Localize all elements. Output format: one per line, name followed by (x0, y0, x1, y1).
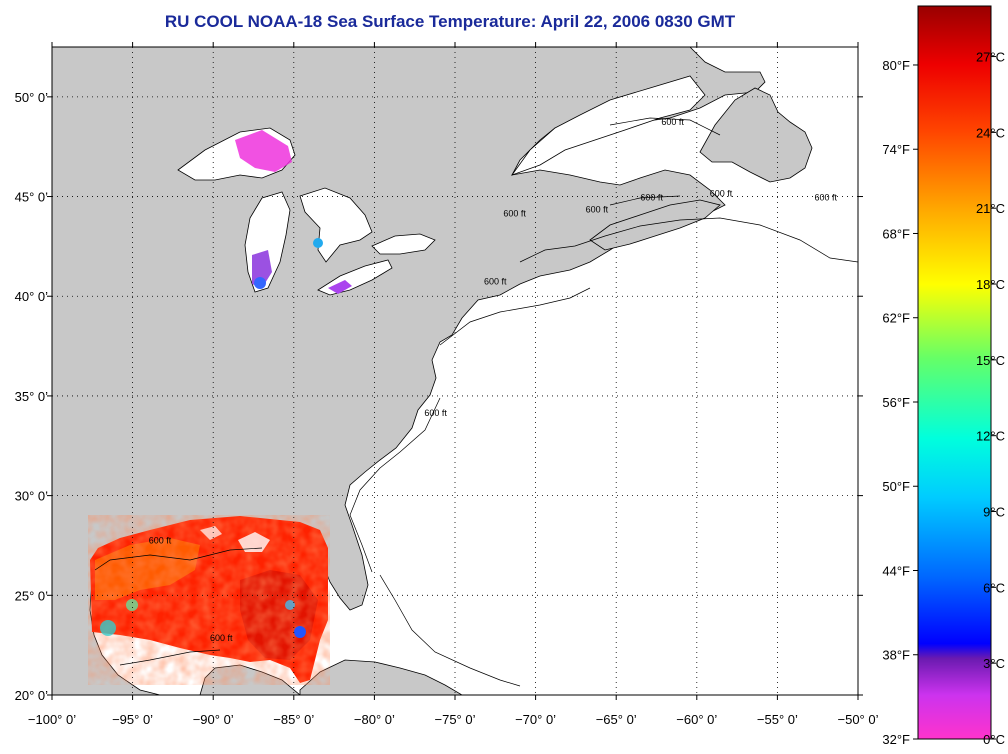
contour-label: 600 ft (210, 633, 233, 643)
lon-tick-label: −90° 0’ (193, 712, 234, 727)
contour-label: 600 ft (484, 276, 507, 286)
lon-tick-label: −50° 0’ (838, 712, 879, 727)
lake-huron (299, 187, 373, 263)
celsius-label: 6°C (983, 580, 1005, 595)
lat-tick-label: 25° 0’ (15, 588, 49, 603)
celsius-label: 0°C (983, 732, 1005, 747)
lake-michigan-sst-blue (254, 277, 266, 289)
nova-scotia-land (589, 199, 721, 251)
lat-tick-label: 30° 0’ (15, 489, 49, 504)
lon-tick-label: −65° 0’ (596, 712, 637, 727)
lon-tick-label: −55° 0’ (757, 712, 798, 727)
depth-contours (94, 117, 858, 687)
fahrenheit-label: 80°F (882, 58, 910, 73)
celsius-label: 15°C (976, 353, 1005, 368)
map-frame (51, 46, 859, 696)
lon-tick-label: −100° 0’ (28, 712, 76, 727)
celsius-label: 9°C (983, 505, 1005, 520)
contour-label: 600 ft (640, 193, 663, 203)
lat-tick-label: 45° 0’ (15, 190, 49, 205)
celsius-label: 21°C (976, 201, 1005, 216)
contour-label: 600 ft (661, 117, 684, 127)
lake-superior-sst (235, 130, 292, 172)
st-lawrence-gulf (510, 75, 706, 176)
contour-label: 600 ft (710, 189, 733, 199)
lake-erie-sst (328, 280, 352, 294)
chart-title: RU COOL NOAA-18 Sea Surface Temperature:… (164, 12, 736, 31)
lake-ontario (371, 233, 436, 255)
fahrenheit-label: 62°F (882, 311, 910, 326)
cuba-land (299, 659, 463, 695)
celsius-label: 18°C (976, 277, 1005, 292)
celsius-label: 24°C (976, 125, 1005, 140)
lat-tick-label: 40° 0’ (15, 289, 49, 304)
lon-tick-label: −80° 0’ (354, 712, 395, 727)
lon-tick-label: −60° 0’ (676, 712, 717, 727)
lake-huron-sst (313, 238, 323, 248)
longitude-labels: −100° 0’ −95° 0’ −90° 0’ −85° 0’ −80° 0’ −75°… (28, 712, 879, 727)
contour-labels: 600 ft 600 ft 600 ft 600 ft 600 ft 600 ft 600 … (149, 117, 838, 643)
fahrenheit-label: 38°F (882, 648, 910, 663)
colorbar-fahrenheit-labels: 32°F 38°F 44°F 50°F 56°F 62°F 68°F 74°F 80°F (882, 58, 918, 747)
lon-tick-label: −95° 0’ (112, 712, 153, 727)
lon-tick-label: −70° 0’ (515, 712, 556, 727)
fahrenheit-label: 56°F (882, 395, 910, 410)
contour-label: 600 ft (814, 193, 837, 203)
graticule (47, 42, 863, 700)
lon-tick-label: −85° 0’ (273, 712, 314, 727)
lon-tick-label: −75° 0’ (435, 712, 476, 727)
contour-label: 600 ft (424, 408, 447, 418)
contour-label: 600 ft (586, 204, 609, 214)
colorbar (917, 5, 992, 740)
newfoundland-land (699, 87, 813, 183)
lat-tick-label: 50° 0’ (15, 90, 49, 105)
celsius-label: 3°C (983, 656, 1005, 671)
fahrenheit-label: 32°F (882, 732, 910, 747)
fahrenheit-label: 44°F (882, 563, 910, 578)
lat-tick-label: 20° 0’ (15, 688, 49, 703)
fahrenheit-label: 68°F (882, 226, 910, 241)
fahrenheit-label: 74°F (882, 142, 910, 157)
contour-label: 600 ft (149, 535, 172, 545)
gulf-sst-swath (88, 515, 330, 685)
celsius-label: 27°C (976, 50, 1005, 65)
lat-tick-label: 35° 0’ (15, 389, 49, 404)
latitude-labels: 20° 0’ 25° 0’ 30° 0’ 35° 0’ 40° 0’ 45° 0’ 50° … (15, 90, 49, 703)
colorbar-celsius-labels: 0°C 3°C 6°C 9°C 12°C 15°C 18°C 21°C 24°C 27°C (976, 50, 1005, 747)
contour-label: 600 ft (503, 208, 526, 218)
celsius-label: 12°C (976, 429, 1005, 444)
fahrenheit-label: 50°F (882, 479, 910, 494)
